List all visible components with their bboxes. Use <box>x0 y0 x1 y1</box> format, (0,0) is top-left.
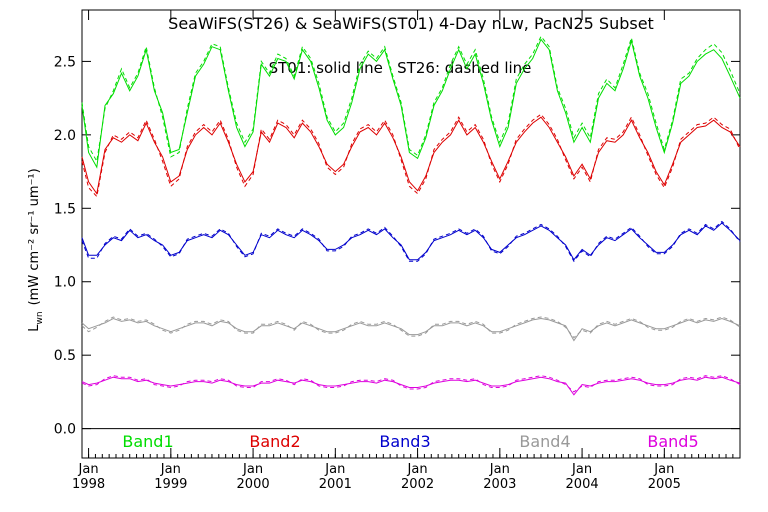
x-tick-month: Jan <box>242 462 263 477</box>
legend-band2: Band2 <box>249 432 300 451</box>
svg-text:Lwn(mW cm⁻² sr⁻¹ um⁻¹): Lwn (mW cm⁻² sr⁻¹ um⁻¹) <box>27 168 45 331</box>
plot-frame <box>81 9 741 459</box>
series-band3-st01-solid <box>81 222 741 261</box>
y-tick-label: 2.0 <box>54 128 76 144</box>
y-axis-label-units: (mW cm⁻² sr⁻¹ um⁻¹) <box>27 168 42 305</box>
chart-title: SeaWiFS(ST26) & SeaWiFS(ST01) 4-Day nLw,… <box>168 14 654 33</box>
y-tick-label: 1.0 <box>54 275 76 291</box>
x-tick-year: 1998 <box>72 477 105 492</box>
y-tick-label: 0.5 <box>54 348 76 364</box>
series-band4-st01-solid <box>81 317 741 342</box>
legend-band5: Band5 <box>647 432 698 451</box>
x-tick-month: Jan <box>653 462 674 477</box>
x-tick-year: 2002 <box>401 477 434 492</box>
x-tick-month: Jan <box>571 462 592 477</box>
series-band2-st26-dashed <box>81 113 741 198</box>
y-axis-label-main: L <box>27 324 42 332</box>
series-band1-st26-dashed <box>81 35 741 163</box>
y-tick-label: 0.0 <box>54 422 76 438</box>
legend-band4: Band4 <box>519 432 570 451</box>
x-tick-month: Jan <box>489 462 510 477</box>
y-axis-label-sub: wn <box>35 311 45 324</box>
legend: Band1 Band2 Band3 Band4 Band5 <box>122 432 698 451</box>
x-tick-month: Jan <box>160 462 181 477</box>
series-band4-st26-dashed <box>81 316 741 339</box>
y-tick-label: 2.5 <box>54 54 76 70</box>
x-tick-year: 2003 <box>483 477 516 492</box>
x-tick-year: 2001 <box>319 477 352 492</box>
y-axis-label: Lwn (mW cm⁻² sr⁻¹ um⁻¹) <box>27 168 45 331</box>
series-band1-st01-solid <box>81 38 741 169</box>
x-tick-year: 1999 <box>154 477 187 492</box>
x-tick-month: Jan <box>407 462 428 477</box>
x-tick-month: Jan <box>78 462 99 477</box>
line-style-annotation: ST01: solid line ST26: dashed line <box>269 59 532 77</box>
series-lines <box>81 35 741 396</box>
series-band3-st26-dashed <box>81 220 741 263</box>
x-tick-year: 2005 <box>648 477 681 492</box>
series-band5-st26-dashed <box>81 375 741 393</box>
legend-band1: Band1 <box>122 432 173 451</box>
x-tick-year: 2000 <box>237 477 270 492</box>
legend-band3: Band3 <box>379 432 430 451</box>
y-axis-ticks: 0.0 0.5 1.0 1.5 2.0 2.5 <box>54 54 740 438</box>
series-band5-st01-solid <box>81 376 741 396</box>
y-tick-label: 1.5 <box>54 201 76 217</box>
x-axis-ticks: Jan1998Jan1999Jan2000Jan2001Jan2002Jan20… <box>72 10 734 492</box>
x-tick-month: Jan <box>324 462 345 477</box>
series-band2-st01-solid <box>81 116 741 195</box>
x-tick-year: 2004 <box>566 477 599 492</box>
